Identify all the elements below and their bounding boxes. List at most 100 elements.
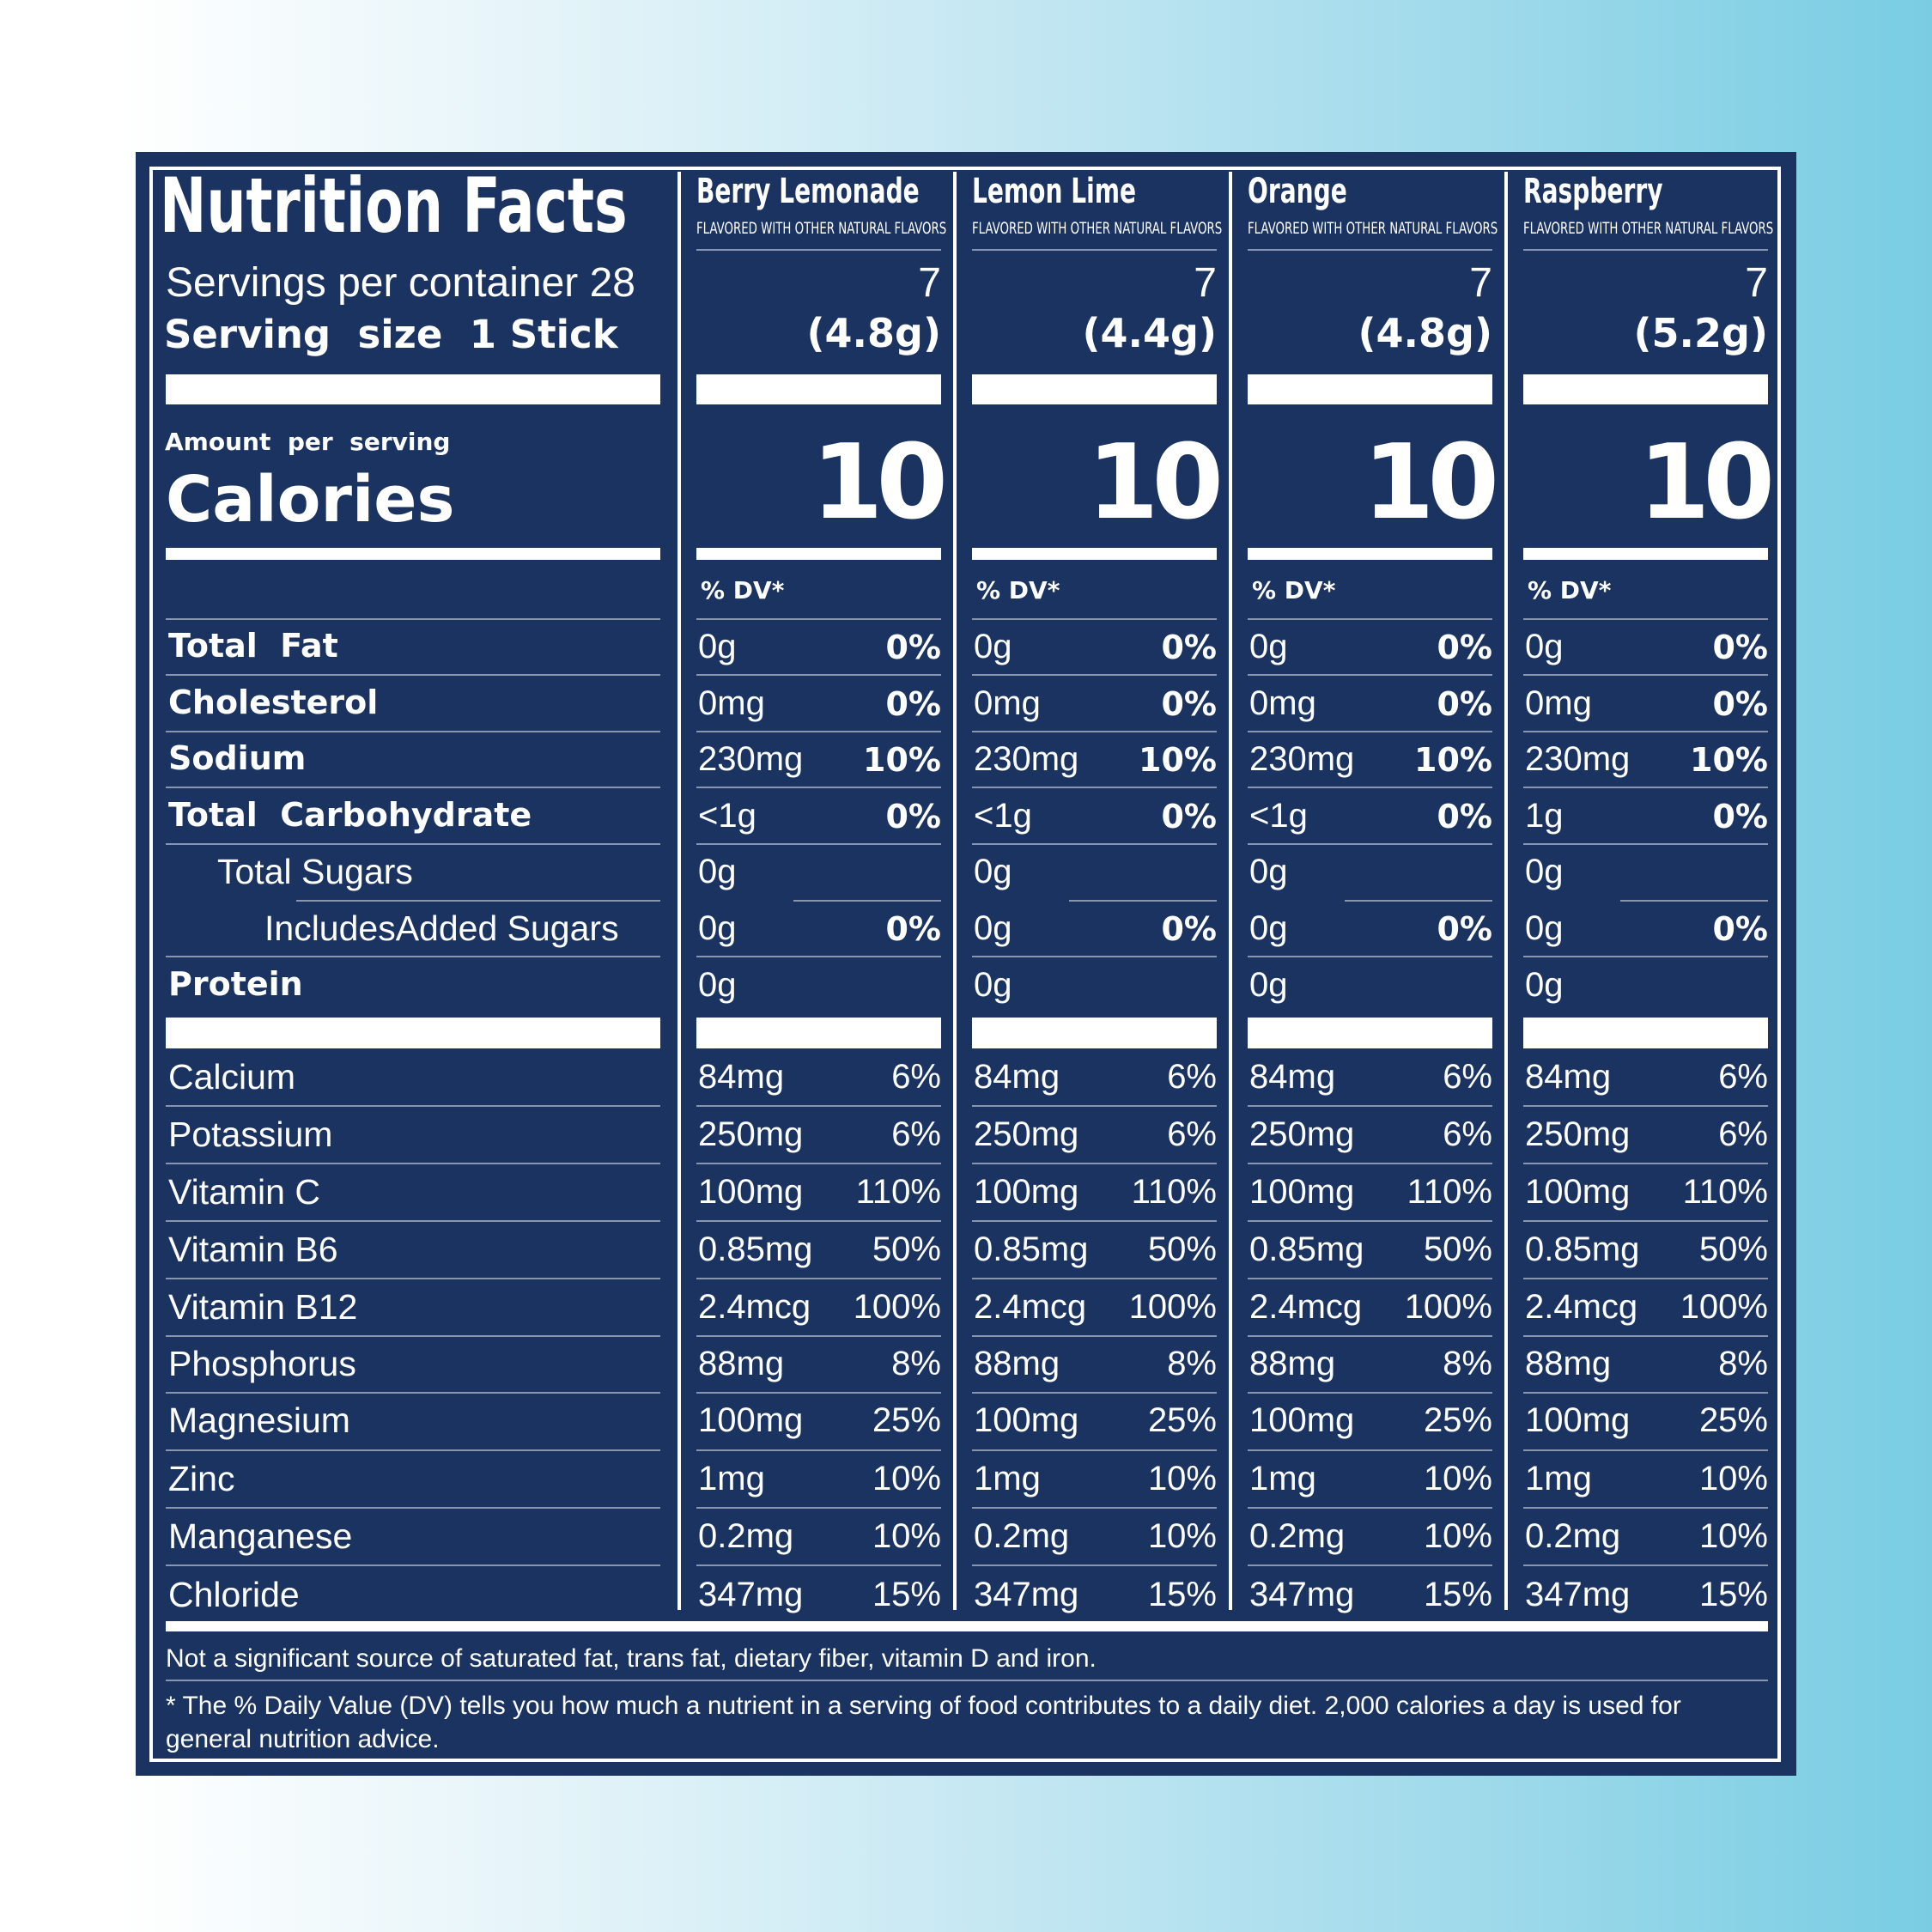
micronutrient-amount: 88mg [698, 1345, 785, 1382]
amount-per-serving-label: Amount per serving [165, 428, 451, 456]
label-rule [166, 1392, 660, 1394]
flavor-rule [1248, 731, 1492, 732]
micronutrient-dv: 10% [1423, 1517, 1492, 1555]
micronutrient-amount: 84mg [974, 1058, 1060, 1096]
micronutrient-amount: 0.85mg [974, 1230, 1089, 1268]
micronutrient-amount: 347mg [974, 1576, 1079, 1613]
micronutrient-dv: 50% [1698, 1230, 1768, 1268]
micronutrient-label: Calcium [168, 1057, 296, 1097]
flavor-rule [1523, 1278, 1768, 1279]
flavor-dv-header: % DV* [976, 576, 1060, 605]
nutrient-dv-added-sugars: 0% [1712, 910, 1768, 948]
nutrient-label-sodium: Sodium [168, 739, 307, 777]
nutrient-amount-carbohydrate: <1g [1249, 797, 1308, 835]
flavor-rule [972, 1507, 1217, 1509]
micronutrient-label: Potassium [168, 1115, 333, 1154]
micronutrient-amount: 0.2mg [974, 1517, 1070, 1555]
nutrient-dv-carbohydrate: 0% [885, 798, 941, 835]
label-rule [166, 1564, 660, 1566]
nutrient-amount-cholesterol: 0mg [974, 684, 1041, 722]
flavor-subtitle: FLAVORED WITH OTHER NATURAL FLAVORS [972, 219, 1223, 238]
label-rule [166, 1335, 660, 1337]
flavor-thick-bar [696, 1018, 941, 1048]
flavor-rule [972, 843, 1217, 845]
micronutrient-dv: 6% [1443, 1115, 1492, 1153]
micronutrient-dv: 25% [1698, 1401, 1768, 1439]
flavor-dv-header: % DV* [1528, 576, 1612, 605]
flavor-rule [1248, 1278, 1492, 1279]
micronutrient-dv: 6% [1167, 1058, 1217, 1096]
nutrient-dv-carbohydrate: 0% [1712, 798, 1768, 835]
flavor-rule [972, 1449, 1217, 1451]
micronutrient-amount: 100mg [974, 1401, 1079, 1439]
flavor-rule [1523, 249, 1768, 251]
flavor-rule [793, 900, 941, 902]
nutrient-dv-total-fat: 0% [885, 629, 941, 666]
flavor-medium-bar [1248, 548, 1492, 560]
flavor-thick-bar [972, 374, 1217, 404]
micronutrient-dv: 110% [855, 1173, 941, 1211]
flavor-rule [696, 956, 941, 957]
flavor-rule [1248, 249, 1492, 251]
micronutrient-dv: 10% [872, 1517, 941, 1555]
micronutrient-dv: 15% [872, 1576, 941, 1613]
nutrient-label-added-sugars: IncludesAdded Sugars [264, 908, 619, 948]
nutrient-dv-cholesterol: 0% [1161, 685, 1217, 723]
nutrient-amount-added-sugars: 0g [698, 909, 737, 947]
micronutrient-dv: 110% [1406, 1173, 1492, 1211]
micronutrient-amount: 347mg [698, 1576, 804, 1613]
flavor-rule [696, 1449, 941, 1451]
micronutrient-amount: 0.2mg [698, 1517, 794, 1555]
micronutrient-dv: 6% [1718, 1115, 1768, 1153]
flavor-rule [972, 1335, 1217, 1337]
label-rule [166, 1507, 660, 1509]
flavor-medium-bar [696, 548, 941, 560]
flavor-rule [696, 1220, 941, 1222]
flavor-rule [696, 249, 941, 251]
nutrient-label-carbohydrate: Total Carbohydrate [168, 796, 532, 834]
nutrition-facts-panel [136, 152, 1796, 1776]
nutrient-dv-cholesterol: 0% [1437, 685, 1492, 723]
flavor-rule [1345, 900, 1492, 902]
calories-label: Calories [166, 463, 455, 537]
micronutrient-dv: 110% [1682, 1173, 1768, 1211]
flavor-thick-bar [1523, 374, 1768, 404]
nutrient-amount-added-sugars: 0g [1249, 909, 1288, 947]
micronutrient-dv: 25% [1423, 1401, 1492, 1439]
flavor-rule [696, 1105, 941, 1107]
micronutrient-amount: 88mg [974, 1345, 1060, 1382]
micronutrient-amount: 0.85mg [698, 1230, 813, 1268]
micronutrient-label: Zinc [168, 1459, 235, 1498]
micronutrient-dv: 6% [891, 1115, 941, 1153]
flavor-calories: 10 [1087, 423, 1224, 543]
micronutrient-amount: 84mg [1249, 1058, 1336, 1096]
nutrient-amount-sodium: 230mg [1249, 740, 1355, 778]
flavor-rule [696, 618, 941, 620]
micronutrient-label: Chloride [168, 1575, 300, 1614]
flavor-rule [696, 1335, 941, 1337]
flavor-calories: 10 [1638, 423, 1775, 543]
flavor-rule [1248, 1507, 1492, 1509]
micronutrient-amount: 347mg [1249, 1576, 1355, 1613]
flavor-rule [972, 1220, 1217, 1222]
column-separator [677, 172, 681, 1610]
flavor-thick-bar [972, 1018, 1217, 1048]
micronutrient-amount: 2.4mcg [974, 1288, 1087, 1326]
micronutrient-label: Vitamin B6 [168, 1230, 338, 1269]
nutrient-amount-total-sugars: 0g [1525, 853, 1564, 890]
flavor-dv-header: % DV* [701, 576, 785, 605]
flavor-rule [972, 1163, 1217, 1164]
flavor-rule [1523, 787, 1768, 788]
nutrient-dv-total-fat: 0% [1161, 629, 1217, 666]
micronutrient-dv: 110% [1131, 1173, 1217, 1211]
flavor-name: Raspberry [1523, 172, 1663, 211]
flavor-name: Berry Lemonade [696, 172, 920, 211]
micronutrient-dv: 10% [872, 1460, 941, 1498]
micronutrient-dv: 8% [891, 1345, 941, 1382]
flavor-calories: 10 [1363, 423, 1499, 543]
flavor-rule [972, 956, 1217, 957]
micronutrient-amount: 88mg [1525, 1345, 1612, 1382]
micronutrient-amount: 100mg [698, 1401, 804, 1439]
flavor-rule [1248, 1392, 1492, 1394]
column-separator [1504, 172, 1508, 1610]
